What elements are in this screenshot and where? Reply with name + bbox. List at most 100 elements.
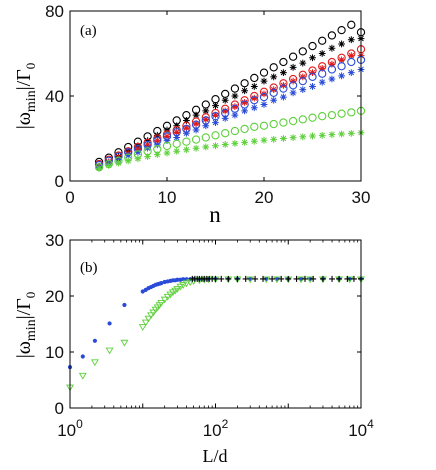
panel-a-series-3-point-15: [241, 98, 248, 106]
panel-b-series-2-point-19: [293, 275, 300, 282]
panel-b-xtick-label-2: 104: [348, 417, 374, 440]
panel-b-series-1-point-22: [182, 280, 191, 288]
panel-a-series-0-point-12: [211, 95, 220, 104]
panel-a-series-4-point-20: [288, 81, 298, 90]
panel-a-series-4-point-23: [318, 69, 327, 78]
panel-a-series-3-point-26: [347, 52, 355, 60]
panel-a-series-7-point-25: [338, 130, 345, 138]
panel-a-series-7-point-5: [144, 153, 151, 160]
panel-a-series-5-point-3: [124, 152, 132, 159]
panel-b-series-2-point-15: [260, 275, 267, 282]
panel-b-series-0-point-19: [175, 277, 180, 282]
panel-a-series-0-point-22: [308, 41, 317, 51]
panel-a-series-0-point-24: [327, 31, 337, 40]
panel-a-series-5-point-23: [318, 78, 326, 86]
panel-b-series-1-point-32: [262, 276, 271, 284]
panel-a-series-7-point-7: [163, 149, 171, 157]
panel-a-label: (a): [80, 23, 97, 39]
panel-a-series-3-point-24: [328, 60, 336, 68]
panel-b-series-0-point-13: [159, 281, 164, 286]
panel-a-series-7-point-20: [289, 134, 297, 142]
panel-a-series-4-point-18: [269, 88, 278, 97]
panel-a-series-7-point-11: [202, 143, 210, 151]
panel-a-ylabel-sub: min: [24, 90, 39, 112]
panel-a-series-6-point-11: [201, 133, 210, 142]
panel-a-series-3-point-10: [192, 120, 200, 128]
panel-a-series-7-point-8: [173, 147, 181, 155]
panel-b-series-2-point-18: [285, 275, 292, 282]
panel-a-series-1-point-7: [163, 126, 171, 134]
panel-b-series-2-point-22: [319, 275, 326, 282]
panel-b-series-1-point-31: [246, 276, 255, 284]
panel-b-ylabel-rest: |/Γ: [13, 298, 35, 319]
panel-a-series-6-point-25: [337, 109, 346, 118]
panel-a-ylabel-main: |ω: [13, 112, 35, 129]
panel-b-series-2-point-16: [269, 275, 276, 282]
panel-a-ylabel-sub0: 0: [23, 63, 38, 70]
panel-a-series-1-point-17: [260, 77, 268, 85]
panel-a-series-7-point-23: [318, 131, 326, 139]
panel-b-xtick-label-1: 102: [203, 417, 229, 440]
panel-a-series-6-point-23: [318, 112, 327, 121]
panel-b-xlabel: L/d: [203, 446, 228, 466]
panel-b-series-2-point-21: [310, 275, 317, 282]
panel-b-axes-box: [69, 239, 362, 409]
panel-a-series-6-point-8: [172, 139, 181, 148]
panel-a-series-1-point-16: [250, 83, 258, 90]
panel-b-series-0-point-3: [107, 321, 112, 326]
panel-b-ylabel-main: |ω: [13, 341, 35, 358]
panel-b-series-1-point-13: [157, 300, 166, 307]
panel-a-series-5-point-10: [192, 126, 200, 134]
panel-b-series-1-point-4: [120, 339, 129, 347]
panel-a-series-1-point-20: [289, 63, 297, 71]
panel-a-series-6-point-22: [308, 113, 317, 122]
panel-b-series-1-point-19: [173, 286, 182, 293]
panel-b-series-1-point-1: [78, 372, 87, 380]
panel-a-series-6-point-21: [298, 115, 307, 124]
panel-a-series-3-point-22: [309, 69, 316, 77]
panel-a-series-3-point-11: [202, 115, 210, 123]
panel-a-series-4-point-21: [298, 76, 307, 86]
panel-b-xtick-base-1: 10: [203, 421, 222, 440]
panel-a-series-1-point-12: [212, 102, 219, 109]
panel-a-series-7-point-15: [241, 138, 248, 146]
panel-a-series-0-point-21: [298, 47, 307, 56]
panel-a-series-1-point-8: [173, 122, 181, 130]
panel-b-xtick-label-0: 100: [57, 417, 83, 440]
panel-a-series-7-point-16: [250, 137, 258, 145]
panel-b-ylabel-sub0: 0: [23, 292, 38, 299]
panel-a-series-0-point-13: [221, 89, 230, 99]
panel-a-ytick-label-1: 40: [45, 87, 64, 106]
panel-b-xtick-base-2: 10: [348, 421, 367, 440]
panel-a-series-6-point-19: [279, 118, 288, 127]
panel-a-series-3-point-21: [299, 73, 307, 81]
panel-b-series-2-point-10: [218, 275, 225, 282]
panel-a-series-1-point-15: [241, 87, 248, 95]
panel-a-series-7-point-6: [153, 151, 161, 159]
panel-b-series-2-point-12: [234, 275, 241, 282]
panel-b-series-2-point-23: [329, 275, 336, 282]
panel-a-series-1-point-24: [328, 44, 336, 52]
panel-b-series-2-point-11: [225, 275, 232, 282]
panel-a-series-1-point-22: [309, 54, 316, 62]
panel-b-ytick-label-0: 0: [55, 399, 64, 418]
panel-a-series-0-point-14: [230, 84, 240, 93]
panel-a-series-1-point-5: [144, 137, 151, 145]
panel-a-series-6-point-24: [327, 110, 337, 120]
panel-a-series-7-point-24: [328, 131, 336, 139]
panel-a-series-0-point-26: [347, 20, 356, 29]
panel-a-series-7-point-13: [221, 141, 229, 148]
panel-b-xtick-exp-2: 4: [367, 417, 374, 431]
panel-a-series-1-point-21: [299, 59, 307, 67]
panel-a-series-6-point-13: [221, 129, 230, 138]
panel-a-series-7-point-26: [347, 130, 355, 137]
panel-a-series-6-point-15: [240, 124, 249, 134]
panel-a-series-6-point-18: [269, 119, 278, 129]
panel-a-series-4-point-25: [337, 62, 346, 71]
panel-a-series-0-point-20: [288, 52, 298, 61]
panel-a-series-1-point-26: [347, 36, 355, 44]
panel-b-series-1-point-23: [186, 279, 195, 287]
panel-b-series-1-point-6: [141, 319, 150, 327]
